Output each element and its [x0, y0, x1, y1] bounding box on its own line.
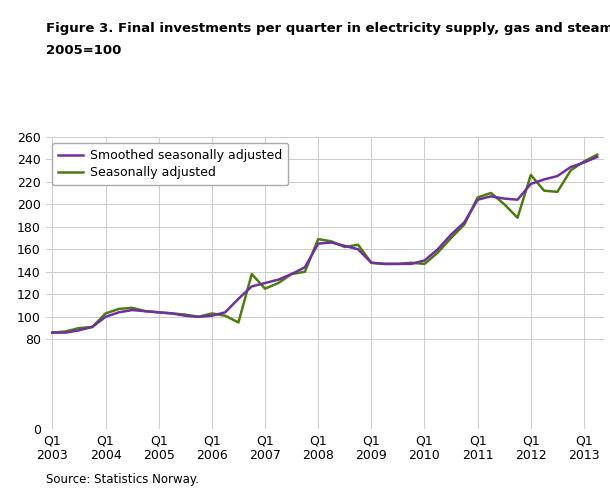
Smoothed seasonally adjusted: [129, 307, 136, 313]
Seasonally adjusted: [540, 188, 548, 194]
Smoothed seasonally adjusted: [341, 243, 348, 249]
Smoothed seasonally adjusted: [474, 197, 481, 203]
Smoothed seasonally adjusted: [434, 246, 442, 252]
Smoothed seasonally adjusted: [354, 246, 362, 252]
Seasonally adjusted: [514, 215, 521, 221]
Seasonally adjusted: [261, 286, 268, 292]
Smoothed seasonally adjusted: [514, 197, 521, 203]
Smoothed seasonally adjusted: [540, 177, 548, 183]
Seasonally adjusted: [487, 190, 495, 196]
Seasonally adjusted: [527, 172, 534, 178]
Seasonally adjusted: [501, 201, 508, 207]
Seasonally adjusted: [102, 310, 109, 316]
Seasonally adjusted: [248, 271, 256, 277]
Seasonally adjusted: [221, 313, 229, 319]
Smoothed seasonally adjusted: [49, 330, 56, 336]
Smoothed seasonally adjusted: [102, 314, 109, 320]
Seasonally adjusted: [368, 260, 375, 265]
Smoothed seasonally adjusted: [155, 309, 162, 315]
Seasonally adjusted: [580, 159, 587, 164]
Seasonally adjusted: [354, 242, 362, 248]
Seasonally adjusted: [208, 310, 215, 316]
Seasonally adjusted: [381, 261, 389, 267]
Text: Source: Statistics Norway.: Source: Statistics Norway.: [46, 472, 199, 486]
Smoothed seasonally adjusted: [62, 330, 70, 336]
Smoothed seasonally adjusted: [328, 240, 335, 245]
Smoothed seasonally adjusted: [221, 309, 229, 315]
Smoothed seasonally adjusted: [88, 324, 96, 330]
Smoothed seasonally adjusted: [315, 241, 322, 246]
Smoothed seasonally adjusted: [182, 313, 189, 319]
Seasonally adjusted: [394, 261, 401, 267]
Smoothed seasonally adjusted: [567, 164, 575, 170]
Smoothed seasonally adjusted: [274, 277, 282, 283]
Smoothed seasonally adjusted: [594, 154, 601, 160]
Seasonally adjusted: [49, 330, 56, 336]
Smoothed seasonally adjusted: [554, 173, 561, 179]
Seasonally adjusted: [155, 309, 162, 315]
Line: Smoothed seasonally adjusted: Smoothed seasonally adjusted: [52, 157, 597, 333]
Seasonally adjusted: [407, 260, 415, 265]
Smoothed seasonally adjusted: [195, 314, 203, 320]
Seasonally adjusted: [328, 239, 335, 244]
Smoothed seasonally adjusted: [580, 160, 587, 165]
Smoothed seasonally adjusted: [421, 258, 428, 264]
Seasonally adjusted: [274, 280, 282, 286]
Seasonally adjusted: [315, 236, 322, 242]
Smoothed seasonally adjusted: [527, 181, 534, 187]
Smoothed seasonally adjusted: [261, 280, 268, 286]
Text: 2005=100: 2005=100: [46, 44, 121, 57]
Smoothed seasonally adjusted: [381, 261, 389, 267]
Smoothed seasonally adjusted: [461, 219, 468, 225]
Smoothed seasonally adjusted: [487, 193, 495, 199]
Smoothed seasonally adjusted: [394, 261, 401, 267]
Seasonally adjusted: [75, 325, 82, 331]
Smoothed seasonally adjusted: [447, 232, 454, 238]
Seasonally adjusted: [474, 195, 481, 201]
Smoothed seasonally adjusted: [368, 260, 375, 265]
Seasonally adjusted: [129, 305, 136, 311]
Seasonally adjusted: [62, 328, 70, 334]
Line: Seasonally adjusted: Seasonally adjusted: [52, 155, 597, 333]
Seasonally adjusted: [235, 320, 242, 325]
Smoothed seasonally adjusted: [288, 271, 295, 277]
Seasonally adjusted: [288, 271, 295, 277]
Seasonally adjusted: [142, 308, 149, 314]
Legend: Smoothed seasonally adjusted, Seasonally adjusted: Smoothed seasonally adjusted, Seasonally…: [52, 143, 288, 185]
Seasonally adjusted: [421, 261, 428, 267]
Smoothed seasonally adjusted: [115, 309, 123, 315]
Smoothed seasonally adjusted: [235, 296, 242, 302]
Seasonally adjusted: [434, 250, 442, 256]
Smoothed seasonally adjusted: [142, 308, 149, 314]
Seasonally adjusted: [301, 269, 309, 275]
Seasonally adjusted: [88, 324, 96, 330]
Smoothed seasonally adjusted: [301, 264, 309, 270]
Seasonally adjusted: [461, 222, 468, 227]
Smoothed seasonally adjusted: [501, 196, 508, 202]
Seasonally adjusted: [567, 167, 575, 173]
Seasonally adjusted: [341, 244, 348, 250]
Smoothed seasonally adjusted: [75, 327, 82, 333]
Seasonally adjusted: [554, 189, 561, 195]
Seasonally adjusted: [594, 152, 601, 158]
Smoothed seasonally adjusted: [248, 284, 256, 289]
Smoothed seasonally adjusted: [168, 310, 176, 316]
Seasonally adjusted: [182, 312, 189, 318]
Text: Figure 3. Final investments per quarter in electricity supply, gas and steam.: Figure 3. Final investments per quarter …: [46, 22, 610, 35]
Seasonally adjusted: [195, 314, 203, 320]
Seasonally adjusted: [168, 310, 176, 316]
Smoothed seasonally adjusted: [407, 261, 415, 267]
Seasonally adjusted: [447, 235, 454, 241]
Seasonally adjusted: [115, 306, 123, 312]
Smoothed seasonally adjusted: [208, 313, 215, 319]
